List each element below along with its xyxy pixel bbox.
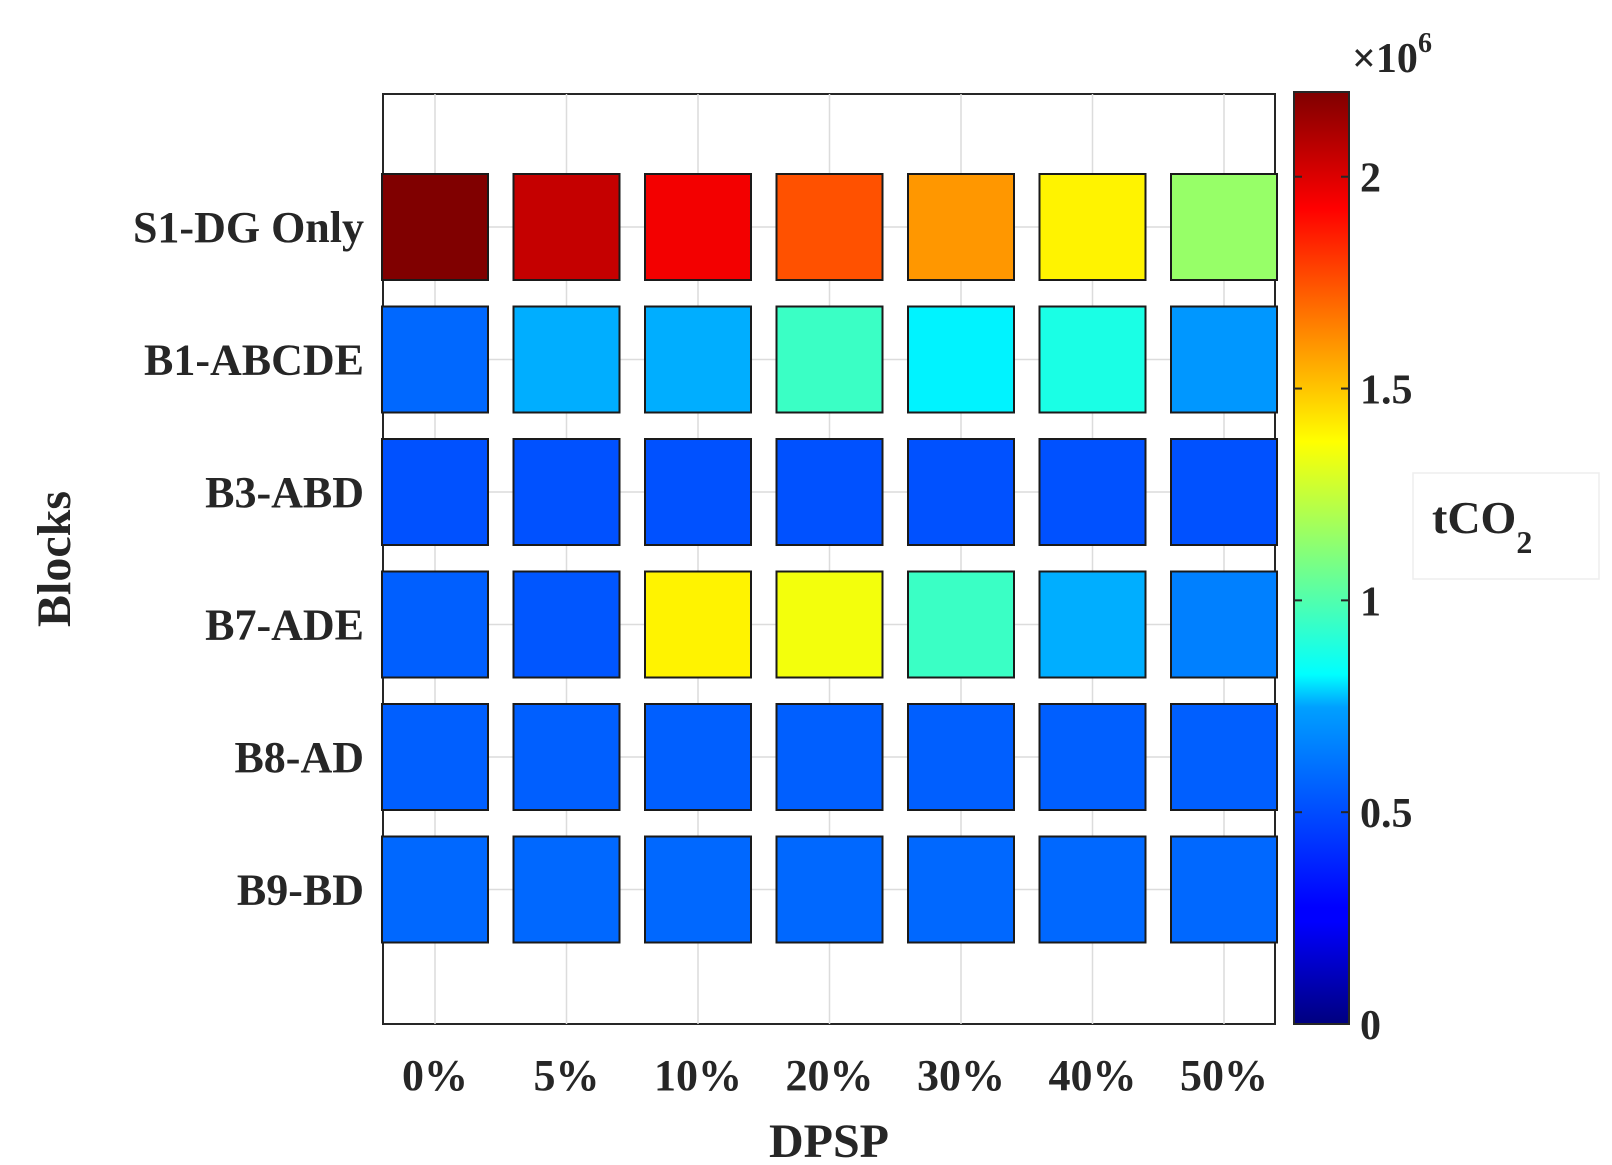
x-axis-label: DPSP bbox=[769, 1115, 889, 1165]
y-tick-label: B3-ABD bbox=[205, 468, 364, 517]
heatmap-cell bbox=[1038, 570, 1147, 679]
heatmap-cell bbox=[644, 438, 752, 546]
heatmap-cell bbox=[775, 570, 884, 679]
heatmap-cells bbox=[381, 173, 1278, 944]
heatmap-cell bbox=[1038, 835, 1147, 944]
x-tick-label: 30% bbox=[917, 1051, 1005, 1100]
heatmap-cell bbox=[512, 570, 621, 679]
heatmap-cell bbox=[1170, 835, 1278, 944]
heatmap-cell bbox=[1038, 703, 1147, 811]
heatmap-cell bbox=[775, 438, 884, 546]
heatmap-cell bbox=[512, 173, 621, 281]
heatmap-cell bbox=[381, 305, 489, 414]
heatmap-cell bbox=[907, 438, 1015, 546]
x-tick-label: 20% bbox=[786, 1051, 874, 1100]
colorbar-tick-label: 0.5 bbox=[1360, 791, 1413, 837]
colorbar bbox=[1293, 91, 1350, 1025]
heatmap-cell bbox=[1038, 305, 1147, 414]
heatmap-cell bbox=[1170, 703, 1278, 811]
y-tick-label: B7-ADE bbox=[205, 601, 364, 650]
heatmap-cell bbox=[381, 835, 489, 944]
heatmap-cell bbox=[907, 305, 1015, 414]
colorbar-tick-label: 1 bbox=[1360, 579, 1381, 625]
colorbar-label-box bbox=[1412, 472, 1600, 580]
heatmap-cell bbox=[775, 835, 884, 944]
heatmap-cell bbox=[1038, 173, 1147, 281]
heatmap-cell bbox=[512, 305, 621, 414]
heatmap-cell bbox=[644, 703, 752, 811]
colorbar-label-main: tCO bbox=[1432, 492, 1516, 543]
heatmap-cell bbox=[1038, 438, 1147, 546]
heatmap-cell bbox=[775, 305, 884, 414]
heatmap-cell bbox=[512, 835, 621, 944]
heatmap-cell bbox=[907, 703, 1015, 811]
colorbar-exponent-base: ×10 bbox=[1352, 36, 1418, 82]
heatmap-cell bbox=[381, 173, 489, 281]
colorbar-exponent: ×106 bbox=[1352, 28, 1432, 82]
x-tick-label: 50% bbox=[1180, 1051, 1268, 1100]
heatmap-cell bbox=[907, 173, 1015, 281]
colorbar-ticks: 0 0.5 1 1.5 2 bbox=[1294, 156, 1413, 1049]
y-tick-label: B8-AD bbox=[234, 733, 364, 782]
heatmap-cell bbox=[1170, 173, 1278, 281]
colorbar-label: tCO2 bbox=[1432, 492, 1532, 560]
heatmap-cell bbox=[512, 703, 621, 811]
y-tick-label: B9-BD bbox=[237, 866, 364, 915]
heatmap-cell bbox=[381, 438, 489, 546]
colorbar-tick-label: 0 bbox=[1360, 1003, 1381, 1049]
x-tick-label: 40% bbox=[1049, 1051, 1137, 1100]
heatmap-cell bbox=[907, 835, 1015, 944]
heatmap-cell bbox=[1170, 570, 1278, 679]
heatmap-cell bbox=[644, 305, 752, 414]
y-axis-label: Blocks bbox=[28, 491, 81, 627]
heatmap-cell bbox=[1170, 438, 1278, 546]
x-tick-labels: 0% 5% 10% 20% 30% 40% 50% bbox=[402, 1051, 1268, 1100]
heatmap-cell bbox=[644, 570, 752, 679]
y-tick-labels: S1-DG Only B1-ABCDE B3-ABD B7-ADE B8-AD B9-BD bbox=[133, 203, 364, 915]
y-tick-label: S1-DG Only bbox=[133, 203, 364, 252]
y-tick-label: B1-ABCDE bbox=[144, 336, 364, 385]
heatmap-cell bbox=[512, 438, 621, 546]
heatmap-cell bbox=[644, 173, 752, 281]
heatmap-cell bbox=[775, 703, 884, 811]
colorbar-tick-label: 2 bbox=[1360, 156, 1381, 202]
x-tick-label: 10% bbox=[654, 1051, 742, 1100]
heatmap-cell bbox=[775, 173, 884, 281]
colorbar-tick-label: 1.5 bbox=[1360, 368, 1413, 414]
colorbar-exponent-power: 6 bbox=[1418, 28, 1432, 59]
heatmap-cell bbox=[381, 703, 489, 811]
x-tick-label: 5% bbox=[534, 1051, 600, 1100]
x-tick-label: 0% bbox=[402, 1051, 468, 1100]
colorbar-label-sub: 2 bbox=[1516, 524, 1532, 560]
heatmap-cell bbox=[381, 570, 489, 679]
heatmap-cell bbox=[1170, 305, 1278, 414]
heatmap-cell bbox=[644, 835, 752, 944]
heatmap-cell bbox=[907, 570, 1015, 679]
